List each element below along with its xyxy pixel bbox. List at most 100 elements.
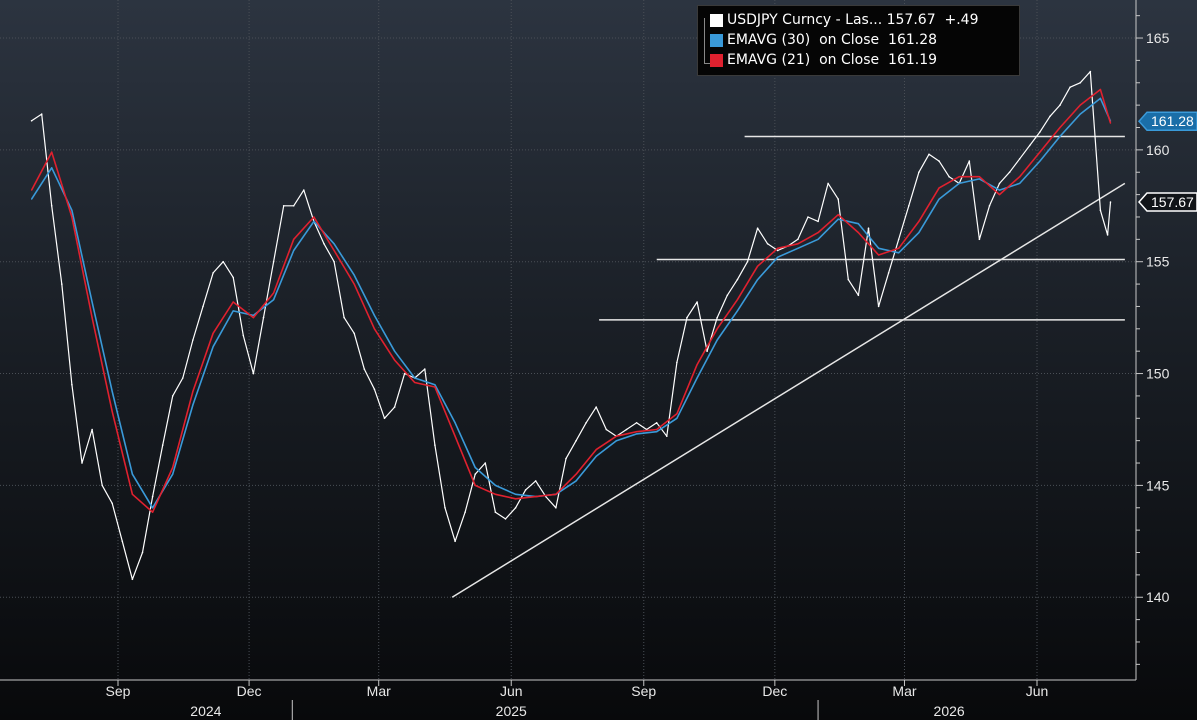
year-label-2: 2026 xyxy=(934,703,965,719)
x-tick-label-1: Dec xyxy=(237,683,262,699)
series-1-point-10 xyxy=(232,310,234,312)
legend-label-ema30: EMAVG (30) on Close 161.28 xyxy=(727,32,938,48)
series-1-point-27 xyxy=(575,480,577,482)
series-0-point-10 xyxy=(131,578,134,581)
series-2-point-13 xyxy=(293,238,295,240)
legend-item-ema30: EMAVG (30) on Close 161.28 xyxy=(710,30,1019,50)
series-1-point-32 xyxy=(676,417,678,419)
series-0-point-31 xyxy=(343,316,345,319)
series-0-point-23 xyxy=(262,316,265,319)
series-0-point-78 xyxy=(817,220,819,223)
legend-tree-connector xyxy=(704,18,711,64)
series-0-point-85 xyxy=(887,272,890,274)
x-tick-label-3: Jun xyxy=(500,683,523,699)
series-0-point-26 xyxy=(292,205,295,207)
series-1-point-21 xyxy=(454,422,456,424)
series-1-point-36 xyxy=(757,279,759,281)
series-0-point-62 xyxy=(655,422,658,424)
series-2-point-17 xyxy=(373,328,375,330)
series-1-point-11 xyxy=(252,314,254,316)
series-2-point-2 xyxy=(71,216,73,218)
series-2-point-4 xyxy=(111,411,113,413)
series-1-point-31 xyxy=(656,431,658,433)
series-0-point-96 xyxy=(998,182,1001,185)
legend-item-price: USDJPY Curncy - Las... 157.67 +.49 xyxy=(710,10,1019,30)
series-0-point-99 xyxy=(1029,144,1031,147)
series-0-point-3 xyxy=(61,283,63,285)
series-1-point-38 xyxy=(797,247,799,249)
series-2-point-15 xyxy=(333,249,335,252)
series-2-point-48 xyxy=(998,194,1001,196)
y-tick-label-160: 160 xyxy=(1146,142,1170,158)
series-2-point-40 xyxy=(837,214,839,216)
series-2-point-32 xyxy=(676,413,678,415)
series-2-point-16 xyxy=(353,283,355,285)
series-0-point-64 xyxy=(676,361,678,364)
series-2-point-49 xyxy=(1019,176,1021,178)
series-0-point-22 xyxy=(252,372,255,375)
series-2-point-36 xyxy=(757,265,759,267)
series-2-point-18 xyxy=(394,359,396,361)
y-tick-label-155: 155 xyxy=(1146,254,1170,270)
series-2-point-1 xyxy=(51,151,53,153)
series-1-point-24 xyxy=(515,493,517,495)
series-0-point-66 xyxy=(696,301,698,303)
series-0-point-103 xyxy=(1069,86,1071,88)
series-2-point-53 xyxy=(1099,88,1101,91)
series-2-point-51 xyxy=(1059,126,1061,129)
series-0-point-16 xyxy=(192,339,194,341)
series-0-point-87 xyxy=(908,205,910,207)
series-1-point-14 xyxy=(313,220,315,222)
series-2-point-37 xyxy=(777,247,779,249)
series-2-point-44 xyxy=(918,220,920,222)
series-0-point-8 xyxy=(111,502,113,505)
series-0-point-106 xyxy=(1099,209,1102,212)
series-0-point-9 xyxy=(121,540,124,543)
series-1-point-12 xyxy=(273,299,275,301)
series-2-point-7 xyxy=(172,466,174,469)
series-0-point-94 xyxy=(978,238,981,241)
series-2-point-19 xyxy=(414,381,416,384)
series-1-point-44 xyxy=(918,232,920,234)
series-2-point-27 xyxy=(575,473,577,475)
series-0-point-34 xyxy=(373,388,376,391)
series-2-point-9 xyxy=(212,332,214,334)
year-label-0: 2024 xyxy=(190,703,221,719)
series-0-point-39 xyxy=(424,368,426,370)
series-2-point-31 xyxy=(656,428,658,431)
series-2-point-28 xyxy=(595,449,597,451)
series-1-point-43 xyxy=(898,252,900,254)
series-1-point-5 xyxy=(131,473,133,475)
series-0-point-19 xyxy=(222,260,224,263)
y-tick-label-165: 165 xyxy=(1146,30,1170,46)
price-tag-box-1 xyxy=(1137,192,1197,212)
series-0-point-30 xyxy=(333,260,335,263)
series-0-point-36 xyxy=(393,406,396,408)
series-0-point-108 xyxy=(1109,201,1112,203)
y-tick-label-145: 145 xyxy=(1146,477,1170,493)
series-2-point-0 xyxy=(31,189,33,191)
series-0-point-1 xyxy=(40,113,43,115)
series-2-point-6 xyxy=(152,511,154,513)
series-2-point-24 xyxy=(515,498,517,500)
axes: 140 145 150 155 160 165 Sep Dec Mar Jun Sep Dec Mar J… xyxy=(0,0,1170,720)
series-0-point-91 xyxy=(948,175,950,178)
series-2-point-23 xyxy=(494,493,496,495)
series-line-0 xyxy=(31,70,1112,580)
series-1-point-37 xyxy=(777,256,779,258)
series-1-point-33 xyxy=(696,377,698,379)
series-0-point-20 xyxy=(232,276,234,279)
series-0-point-76 xyxy=(797,238,799,241)
series-0-point-11 xyxy=(141,551,144,554)
series-1-point-15 xyxy=(333,243,335,245)
series-1-point-39 xyxy=(817,238,819,240)
series-0-point-5 xyxy=(81,462,83,464)
legend: USDJPY Curncy - Las... 157.67 +.49 EMAVG… xyxy=(697,5,1020,76)
series-0-point-84 xyxy=(877,305,880,308)
legend-item-ema21: EMAVG (21) on Close 161.19 xyxy=(710,50,1019,70)
series-1-point-34 xyxy=(716,339,718,341)
legend-swatch-price xyxy=(710,13,723,27)
price-tag-label-0: 161.28 xyxy=(1151,113,1194,129)
annotation-lines xyxy=(451,135,1126,598)
series-2-point-50 xyxy=(1039,151,1041,153)
